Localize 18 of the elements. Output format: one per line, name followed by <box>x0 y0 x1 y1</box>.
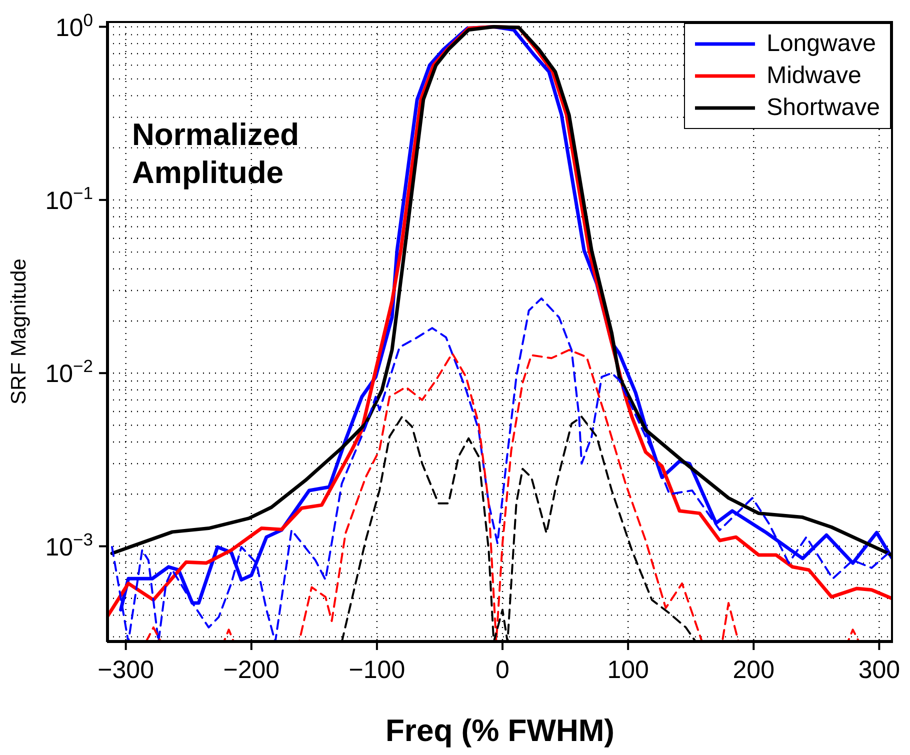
line-series <box>144 348 860 642</box>
x-tick-label: 300 <box>858 656 900 684</box>
x-tick-label: 0 <box>496 656 510 684</box>
y-axis-title: SRF Magnitude <box>7 258 30 404</box>
y-tick-label: 10$^{0}$ <box>55 10 94 42</box>
x-tick-label: −300 <box>98 656 154 684</box>
x-tick-label: −200 <box>223 656 280 684</box>
y-tick-label: 10$^{−3}$ <box>45 529 93 562</box>
y-tick-label: 10$^{−2}$ <box>45 356 93 388</box>
x-tick-label: −100 <box>348 656 406 684</box>
y-tick-label: 10$^{−1}$ <box>45 182 93 215</box>
x-tick-label: 200 <box>732 656 774 684</box>
x-tick-label: 100 <box>607 656 649 684</box>
legend-label: Longwave <box>766 30 876 58</box>
legend-label: Midwave <box>766 62 862 90</box>
legend-label: Shortwave <box>766 94 880 122</box>
annotation: Normalized Amplitude <box>132 116 300 192</box>
x-axis-title: Freq (% FWHM) <box>385 713 615 748</box>
